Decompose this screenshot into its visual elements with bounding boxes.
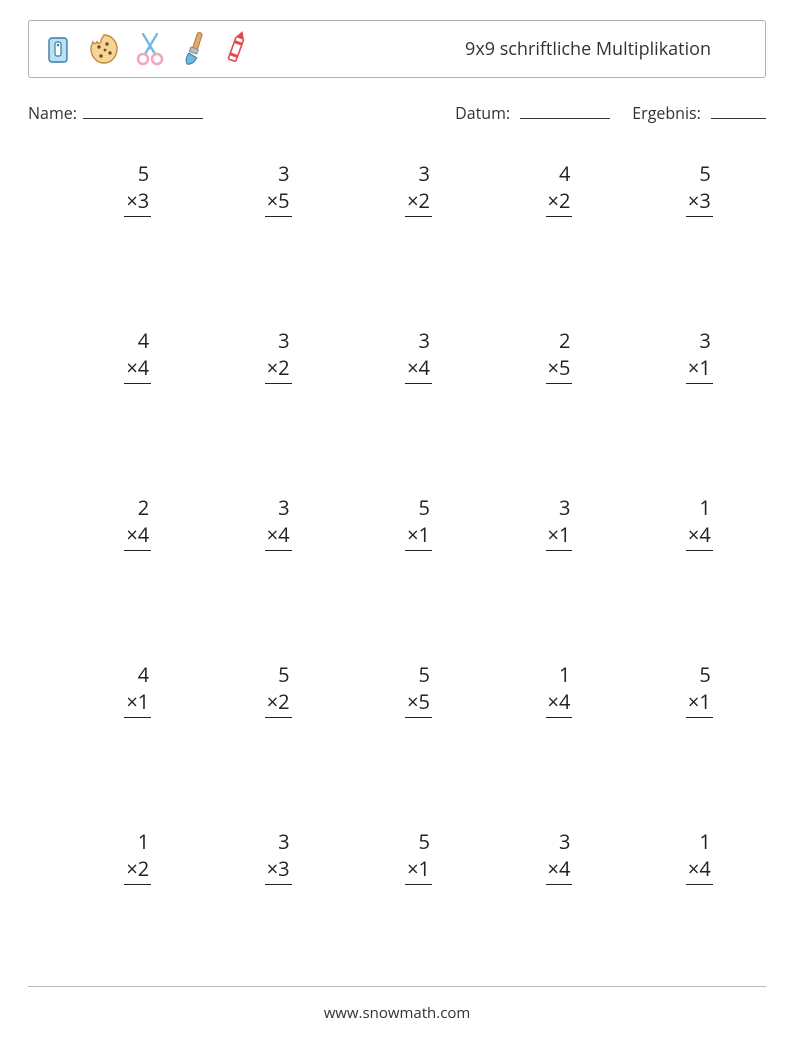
header-icons	[43, 29, 251, 69]
multiplier: ×4	[546, 855, 573, 885]
crayon-icon	[221, 29, 251, 69]
problem-12: 3×4	[222, 494, 292, 551]
problem-5: 5×3	[643, 160, 713, 217]
multiplier: ×4	[546, 688, 573, 718]
multiplier: ×2	[405, 187, 432, 217]
problem-15: 1×4	[643, 494, 713, 551]
problems-grid: 5×33×53×24×25×34×43×23×42×53×12×43×45×13…	[28, 160, 766, 885]
multiplier: ×1	[686, 688, 713, 718]
multiplier: ×4	[686, 521, 713, 551]
name-blank[interactable]	[83, 104, 203, 119]
multiplicand: 5	[419, 661, 432, 688]
problem-21: 1×2	[81, 828, 151, 885]
multiplicand: 3	[419, 327, 432, 354]
worksheet-title: 9x9 schriftliche Multiplikation	[465, 37, 751, 61]
multiplicand: 3	[559, 494, 572, 521]
problem-1: 5×3	[81, 160, 151, 217]
result-blank[interactable]	[711, 104, 766, 119]
multiplicand: 3	[278, 160, 291, 187]
header-box: 9x9 schriftliche Multiplikation	[28, 20, 766, 78]
problem-9: 2×5	[502, 327, 572, 384]
problem-22: 3×3	[222, 828, 292, 885]
multiplicand: 3	[419, 160, 432, 187]
multiplicand: 1	[699, 828, 712, 855]
multiplicand: 4	[138, 661, 151, 688]
problem-11: 2×4	[81, 494, 151, 551]
result-field: Ergebnis:	[632, 102, 766, 124]
multiplier: ×4	[124, 354, 151, 384]
multiplicand: 5	[699, 160, 712, 187]
date-field: Datum:	[455, 102, 610, 124]
multiplier: ×3	[686, 187, 713, 217]
result-label: Ergebnis:	[632, 102, 701, 124]
problem-18: 5×5	[362, 661, 432, 718]
problem-8: 3×4	[362, 327, 432, 384]
multiplicand: 3	[278, 327, 291, 354]
problem-6: 4×4	[81, 327, 151, 384]
multiplicand: 4	[559, 160, 572, 187]
multiplier: ×1	[405, 855, 432, 885]
multiplicand: 5	[278, 661, 291, 688]
multiplier: ×3	[265, 855, 292, 885]
problem-19: 1×4	[502, 661, 572, 718]
multiplier: ×2	[265, 354, 292, 384]
multiplier: ×3	[124, 187, 151, 217]
multiplier: ×4	[686, 855, 713, 885]
multiplier: ×2	[124, 855, 151, 885]
problem-17: 5×2	[222, 661, 292, 718]
multiplicand: 1	[699, 494, 712, 521]
multiplier: ×1	[124, 688, 151, 718]
worksheet-page: 9x9 schriftliche Multiplikation Name: Da…	[0, 0, 794, 1053]
multiplicand: 1	[138, 828, 151, 855]
problem-7: 3×2	[222, 327, 292, 384]
problem-3: 3×2	[362, 160, 432, 217]
multiplicand: 5	[138, 160, 151, 187]
multiplicand: 3	[559, 828, 572, 855]
multiplier: ×2	[546, 187, 573, 217]
problem-24: 3×4	[502, 828, 572, 885]
scissors-icon	[133, 30, 167, 68]
multiplier: ×5	[265, 187, 292, 217]
problem-4: 4×2	[502, 160, 572, 217]
multiplicand: 5	[419, 494, 432, 521]
problem-2: 3×5	[222, 160, 292, 217]
multiplier: ×1	[405, 521, 432, 551]
multiplier: ×1	[546, 521, 573, 551]
multiplicand: 2	[138, 494, 151, 521]
name-label: Name:	[28, 102, 77, 124]
problem-20: 5×1	[643, 661, 713, 718]
problem-16: 4×1	[81, 661, 151, 718]
multiplier: ×4	[124, 521, 151, 551]
multiplier: ×4	[265, 521, 292, 551]
multiplicand: 3	[278, 828, 291, 855]
multiplicand: 3	[699, 327, 712, 354]
multiplier: ×5	[546, 354, 573, 384]
multiplicand: 2	[559, 327, 572, 354]
info-row: Name: Datum: Ergebnis:	[28, 102, 766, 124]
problem-13: 5×1	[362, 494, 432, 551]
problem-10: 3×1	[643, 327, 713, 384]
multiplier: ×5	[405, 688, 432, 718]
multiplicand: 3	[278, 494, 291, 521]
multiplicand: 1	[559, 661, 572, 688]
date-label: Datum:	[455, 102, 510, 124]
cookie-icon	[87, 32, 121, 66]
multiplier: ×4	[405, 354, 432, 384]
multiplier: ×2	[265, 688, 292, 718]
problem-25: 1×4	[643, 828, 713, 885]
date-blank[interactable]	[520, 104, 610, 119]
name-field: Name:	[28, 102, 455, 124]
multiplicand: 5	[699, 661, 712, 688]
sharpener-icon	[43, 32, 75, 66]
problem-23: 5×1	[362, 828, 432, 885]
footer-rule	[28, 986, 766, 987]
paintbrush-icon	[179, 30, 209, 68]
footer-text: www.snowmath.com	[0, 1003, 794, 1023]
multiplicand: 5	[419, 828, 432, 855]
problem-14: 3×1	[502, 494, 572, 551]
multiplicand: 4	[138, 327, 151, 354]
multiplier: ×1	[686, 354, 713, 384]
